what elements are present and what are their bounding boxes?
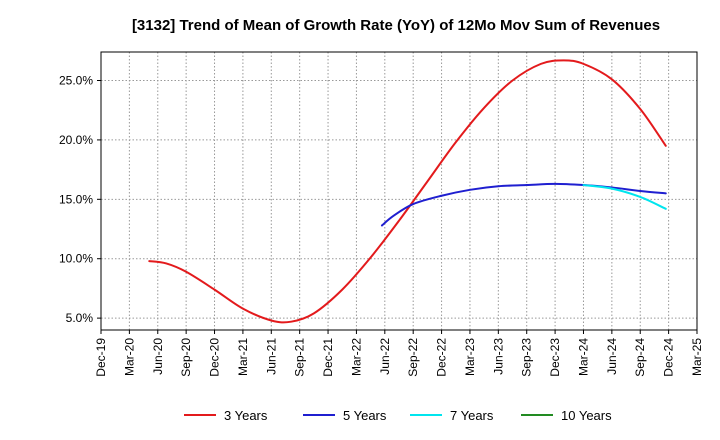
x-tick-label: Dec-19 [94,338,108,377]
y-tick-label: 15.0% [59,192,93,206]
x-tick-label: Dec-21 [321,338,335,377]
x-tick-label: Sep-23 [520,338,534,377]
x-tick-label: Dec-22 [435,338,449,377]
y-tick-label: 10.0% [59,252,93,266]
chart-title: [3132] Trend of Mean of Growth Rate (YoY… [132,17,660,34]
x-tick-label: Sep-20 [179,338,193,377]
legend-label-3-years: 3 Years [224,408,268,423]
x-tick-label: Dec-23 [548,338,562,377]
x-tick-label: Mar-21 [236,338,250,376]
series-line-7-years [582,184,667,210]
series-line-3-years [148,59,667,324]
series-lines [148,59,667,324]
legend-label-5-years: 5 Years [343,408,387,423]
series-line-5-years [380,182,667,227]
x-tick-label: Dec-20 [208,338,222,377]
legend: 3 Years 5 Years 7 Years 10 Years [184,408,612,423]
x-tick-label: Sep-21 [293,338,307,377]
y-tick-label: 20.0% [59,133,93,147]
x-tick-label: Jun-23 [491,338,505,375]
axes: Dec-19 Mar-20 Jun-20 Sep-20 Dec-20 Mar-21 Jun-… [59,74,704,377]
legend-label-10-years: 10 Years [561,408,612,423]
x-tick-label: Mar-22 [349,338,363,376]
y-tick-label: 5.0% [66,311,94,325]
y-tick-label: 25.0% [59,74,93,88]
x-tick-label: Jun-22 [378,338,392,375]
x-tick-label: Dec-24 [662,338,676,377]
x-tick-label: Jun-24 [605,338,619,375]
x-tick-label: Sep-22 [406,338,420,377]
x-tick-label: Sep-24 [633,338,647,377]
legend-label-7-years: 7 Years [450,408,494,423]
x-tick-label: Mar-23 [463,338,477,376]
x-tick-label: Mar-25 [690,338,704,376]
x-tick-label: Jun-21 [264,338,278,375]
x-tick-label: Jun-20 [151,338,165,375]
x-tick-label: Mar-24 [576,338,590,376]
x-tick-label: Mar-20 [122,338,136,376]
grid [101,52,697,330]
plot-frame [100,51,698,331]
